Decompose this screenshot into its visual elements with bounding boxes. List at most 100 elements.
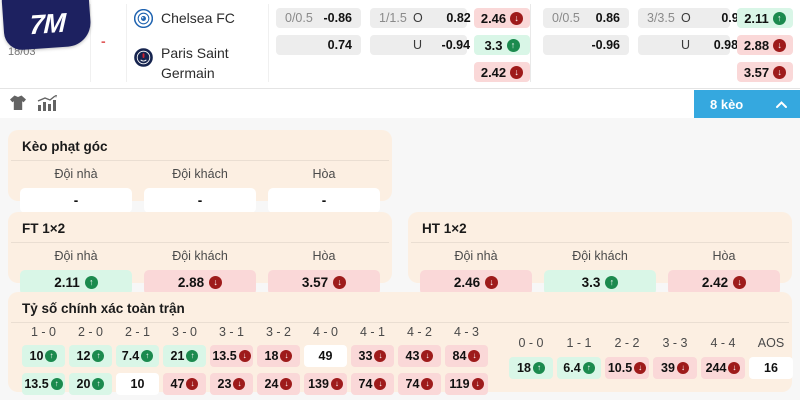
score-odds-cell[interactable]: 18 ↓: [257, 345, 300, 367]
trend-down-icon: ↓: [280, 378, 293, 390]
x12-odds-cell[interactable]: 2.46 ↓: [474, 8, 530, 28]
odds-value: 21: [170, 349, 185, 363]
jersey-icon[interactable]: [9, 95, 27, 111]
chevron-up-icon: [776, 100, 787, 108]
score-odds-cell[interactable]: 16: [749, 357, 793, 379]
score-odds-cell[interactable]: 10: [116, 373, 159, 395]
score-odds-cell[interactable]: 43 ↓: [398, 345, 441, 367]
trend-down-icon: ↓: [233, 378, 246, 390]
ou-odds: -0.94: [441, 38, 471, 52]
score-odds-cell[interactable]: 49: [304, 345, 347, 367]
ft-odds-cell[interactable]: 3.57 ↓: [268, 270, 380, 295]
column-header: Đội nhà: [54, 167, 98, 181]
odds-value: 10: [130, 377, 145, 391]
x12-odds-cell[interactable]: 2.42 ↓: [474, 62, 530, 82]
trend-up-icon: ↑: [532, 362, 545, 374]
trend-up-icon: ↑: [141, 350, 154, 362]
score-odds-cell[interactable]: 139 ↓: [304, 373, 347, 395]
trend-down-icon: ↓: [510, 11, 524, 25]
ht-odds-cell[interactable]: 2.46 ↓: [420, 270, 532, 295]
score-odds-cell[interactable]: 7.4 ↑: [116, 345, 159, 367]
odds-value: 2.88: [743, 37, 770, 53]
score-odds-cell[interactable]: 244 ↓: [701, 357, 745, 379]
toolbar: 8 kèo: [0, 89, 800, 118]
ht-odds-cell[interactable]: 2.42 ↓: [668, 270, 780, 295]
score-odds-cell[interactable]: 74 ↓: [351, 373, 394, 395]
ou-odds-cell[interactable]: U -0.94: [370, 35, 471, 55]
hdp-odds-cell[interactable]: 0/0.5 0.86: [543, 8, 629, 28]
ou-odds: 0.98: [713, 38, 739, 52]
score-header: 3 - 0: [171, 325, 197, 339]
score-odds-cell[interactable]: 20 ↑: [69, 373, 112, 395]
score-odds-cell[interactable]: 12 ↑: [69, 345, 112, 367]
x12-odds-cell[interactable]: 2.11 ↑: [737, 8, 793, 28]
score-odds-cell[interactable]: 18 ↑: [509, 357, 553, 379]
trend-down-icon: ↓: [773, 38, 787, 52]
trend-up-icon: ↑: [772, 11, 786, 25]
hdp-odds-cell[interactable]: 0/0.5 -0.86: [276, 8, 361, 28]
score-header: 2 - 2: [614, 336, 640, 350]
odds-value: 84: [452, 349, 467, 363]
score-odds-cell[interactable]: 74 ↓: [398, 373, 441, 395]
score-odds-cell[interactable]: 23 ↓: [210, 373, 253, 395]
corner-odds-cell[interactable]: -: [144, 188, 256, 213]
odds-value: 74: [405, 377, 420, 391]
score-grid-main: 1 - 0 2 - 0 2 - 1 3 - 0 3 - 1 3 - 2 4 - …: [21, 325, 489, 395]
score-odds-cell[interactable]: 24 ↓: [257, 373, 300, 395]
section-title: Kèo phạt góc: [22, 139, 108, 154]
ou-odds-cell[interactable]: 1/1.5 O 0.82: [370, 8, 471, 28]
score-odds-cell[interactable]: 10 ↑: [22, 345, 65, 367]
stats-icon[interactable]: [37, 95, 57, 111]
score-odds-cell[interactable]: 10.5 ↓: [605, 357, 649, 379]
odds-value: 2.46: [453, 275, 481, 290]
hdp-odds-cell[interactable]: -0.96: [543, 35, 629, 55]
score-header: 1 - 1: [566, 336, 592, 350]
odds-value: 74: [358, 377, 373, 391]
x12-odds-cell[interactable]: 2.88 ↓: [737, 35, 793, 55]
score-odds-cell[interactable]: 33 ↓: [351, 345, 394, 367]
divider: [11, 322, 789, 323]
column-header: Đội khách: [172, 249, 228, 263]
odds-count-button[interactable]: 8 kèo: [694, 90, 800, 118]
ou-odds: 0.9: [721, 11, 739, 25]
score-odds-cell[interactable]: 47 ↓: [163, 373, 206, 395]
score-header: AOS: [757, 336, 785, 350]
x12-odds-cell[interactable]: 3.57 ↓: [737, 62, 793, 82]
match-row: 18/03 7M - Chelsea FC Paris Saint Germai…: [0, 0, 800, 89]
score-odds-cell[interactable]: 39 ↓: [653, 357, 697, 379]
trend-down-icon: ↓: [773, 65, 787, 79]
score-odds-cell[interactable]: 13.5 ↓: [210, 345, 253, 367]
hdp-odds-cell[interactable]: 0.74: [276, 35, 361, 55]
ht-1x2-card: HT 1×2 Đội nhà Đội khách Hòa 2.46 ↓ 3.3 …: [408, 212, 792, 295]
hdp-odds: -0.96: [591, 38, 621, 52]
ft-odds-cell[interactable]: 2.88 ↓: [144, 270, 256, 295]
score-header: 3 - 3: [662, 336, 688, 350]
away-team[interactable]: Paris Saint Germain: [134, 43, 266, 83]
odds-value: 10: [29, 349, 44, 363]
odds-count-label: 8 kèo: [710, 96, 744, 112]
corner-odds-cell[interactable]: -: [268, 188, 380, 213]
home-team[interactable]: Chelsea FC: [134, 8, 235, 28]
trend-up-icon: ↑: [582, 362, 595, 374]
score-odds-cell[interactable]: 13.5 ↑: [22, 373, 65, 395]
ou-odds-cell[interactable]: 3/3.5 O 0.9: [638, 8, 739, 28]
ou-side: O: [413, 11, 423, 25]
corner-odds-cell[interactable]: -: [20, 188, 132, 213]
score-odds-cell[interactable]: 21 ↑: [163, 345, 206, 367]
trend-down-icon: ↓: [468, 350, 481, 362]
divider: [11, 160, 389, 161]
ft-odds-cell[interactable]: 2.11 ↑: [20, 270, 132, 295]
ht-odds-cell[interactable]: 3.3 ↑: [544, 270, 656, 295]
trend-down-icon: ↓: [471, 378, 484, 390]
ou-odds-cell[interactable]: U 0.98: [638, 35, 738, 55]
ft-1x2-card: FT 1×2 Đội nhà Đội khách Hòa 2.11 ↑ 2.88…: [8, 212, 392, 295]
odds-value: 3.3: [484, 37, 503, 53]
odds-value: 20: [76, 377, 91, 391]
score-odds-cell[interactable]: 119 ↓: [445, 373, 488, 395]
x12-odds-cell[interactable]: 3.3 ↑: [474, 35, 530, 55]
trend-up-icon: ↑: [186, 350, 199, 362]
score-header: 2 - 0: [77, 325, 103, 339]
score-odds-cell[interactable]: 84 ↓: [445, 345, 488, 367]
trend-down-icon: ↓: [634, 362, 647, 374]
score-odds-cell[interactable]: 6.4 ↑: [557, 357, 601, 379]
